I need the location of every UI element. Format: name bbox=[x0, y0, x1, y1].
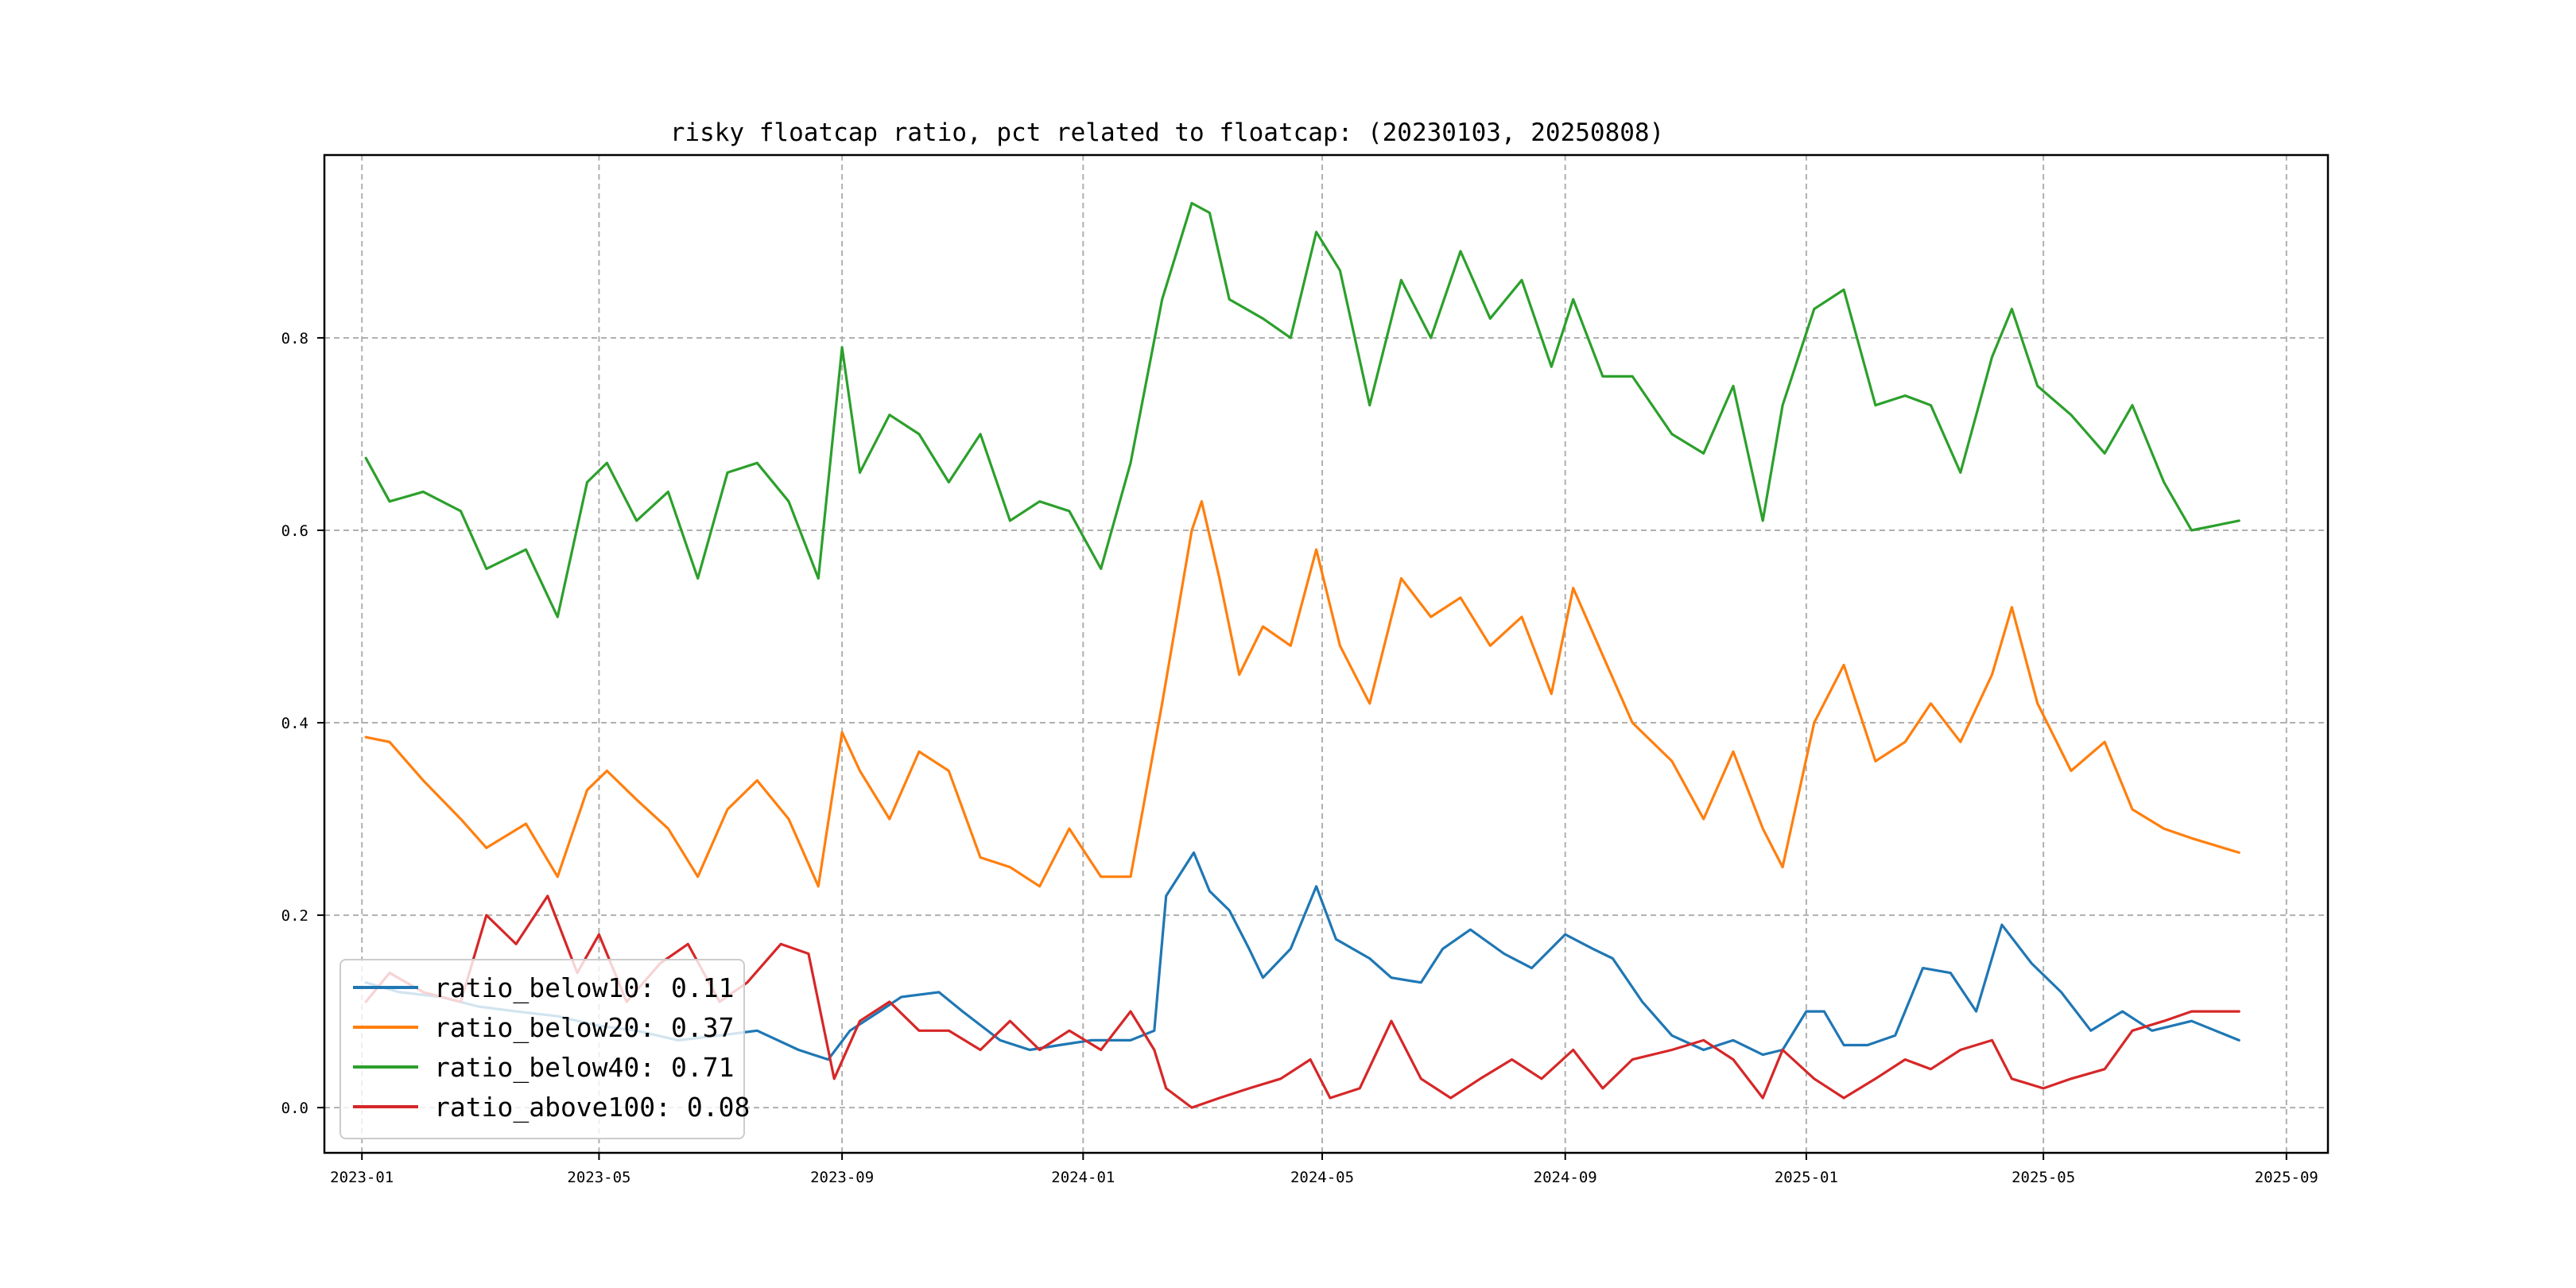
plot-frame bbox=[323, 153, 2330, 1154]
x-tick-label: 2024-01 bbox=[1051, 1169, 1115, 1186]
x-tick-label: 2023-01 bbox=[330, 1169, 394, 1186]
series-line-ratio-below20 bbox=[364, 500, 2240, 888]
legend: ratio_below10: 0.11 ratio_below20: 0.37 ra… bbox=[339, 959, 750, 1139]
x-tick-label: 2024-09 bbox=[1534, 1169, 1597, 1186]
x-tick-label: 2025-05 bbox=[2012, 1169, 2075, 1186]
x-tick-label: 2025-01 bbox=[1775, 1169, 1838, 1186]
series-line-ratio-below40 bbox=[364, 201, 2240, 619]
legend-label: ratio_above100: 0.08 bbox=[434, 1092, 750, 1123]
y-tick-label: 0.2 bbox=[281, 907, 308, 925]
y-tick-label: 0.6 bbox=[281, 522, 308, 540]
chart-title: risky floatcap ratio, pct related to flo… bbox=[670, 118, 1664, 147]
legend-label: ratio_below10: 0.11 bbox=[434, 972, 735, 1004]
x-tick-label: 2025-09 bbox=[2255, 1169, 2318, 1186]
legend-label: ratio_below40: 0.71 bbox=[434, 1052, 735, 1084]
x-tick-label: 2023-09 bbox=[810, 1169, 874, 1186]
series-group bbox=[364, 201, 2240, 1109]
legend-box bbox=[339, 959, 745, 1139]
y-axis: 0.0 0.2 0.4 0.6 0.8 bbox=[281, 330, 324, 1117]
y-tick-label: 0.8 bbox=[281, 330, 308, 347]
x-tick-label: 2024-05 bbox=[1290, 1169, 1354, 1186]
y-tick-label: 0.4 bbox=[281, 715, 308, 732]
series-line-ratio-below10 bbox=[364, 851, 2240, 1061]
series-line-ratio-above100 bbox=[364, 894, 2240, 1109]
x-tick-label: 2023-05 bbox=[567, 1169, 630, 1186]
x-axis: 2023-01 2023-05 2023-09 2024-01 2024-05 2024-… bbox=[330, 1153, 2318, 1186]
legend-label: ratio_below20: 0.37 bbox=[434, 1012, 735, 1044]
y-tick-label: 0.0 bbox=[281, 1100, 308, 1117]
